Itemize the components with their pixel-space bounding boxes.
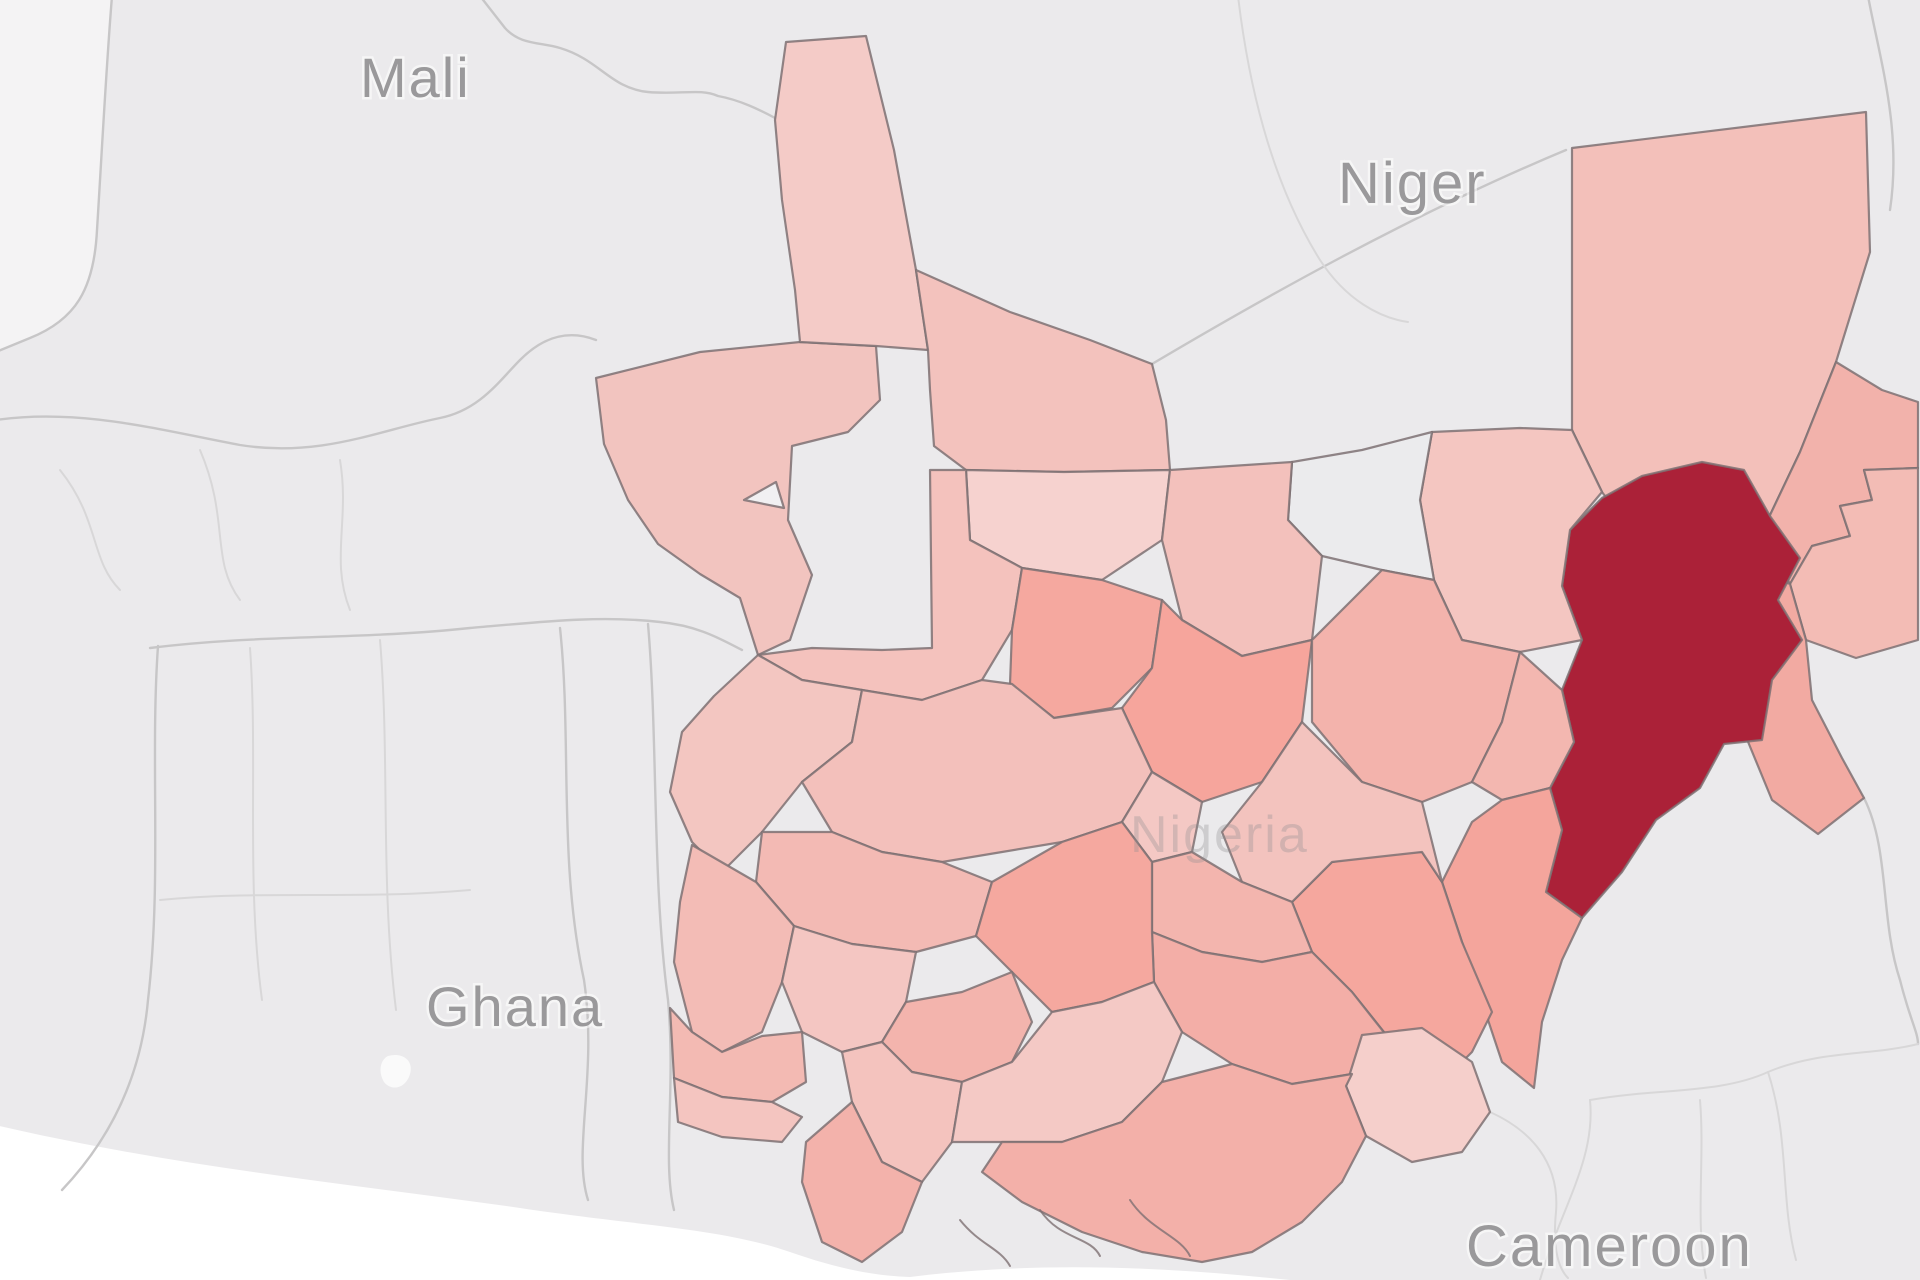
country-label-nigeria: Nigeria: [1130, 806, 1309, 864]
map-region-r28[interactable]: [672, 843, 796, 1054]
map-region-r02[interactable]: [773, 34, 930, 352]
delta-detail-borders: [959, 1199, 1191, 1267]
map-region-r15[interactable]: [1008, 566, 1164, 720]
country-label-cameroon: Cameroon: [1466, 1214, 1753, 1279]
ocean: [0, 1126, 1290, 1280]
map-region-r14[interactable]: [668, 653, 864, 874]
map-region-r21[interactable]: [1220, 720, 1444, 904]
country-label-ghana: Ghana: [426, 975, 604, 1038]
map-region-r19[interactable]: [1440, 786, 1584, 1090]
choropleth-regions: [594, 34, 1920, 1264]
map-region-r35[interactable]: [950, 980, 1184, 1144]
map-region-r38-enclave[interactable]: [742, 480, 786, 510]
lake-volta: [380, 1054, 411, 1088]
country-label-mali: Mali: [360, 46, 471, 109]
land-patch-light: [0, 0, 112, 351]
country-labels: Mali Niger Nigeria Ghana Cameroon: [358, 44, 1754, 1280]
map-region-r06[interactable]: [1788, 466, 1920, 660]
country-label-niger: Niger: [1338, 151, 1487, 216]
map-region-r22[interactable]: [800, 678, 1154, 864]
map-region-r34[interactable]: [800, 1100, 924, 1264]
map-region-r37[interactable]: [980, 1062, 1368, 1264]
map-region-r32[interactable]: [672, 1076, 804, 1144]
